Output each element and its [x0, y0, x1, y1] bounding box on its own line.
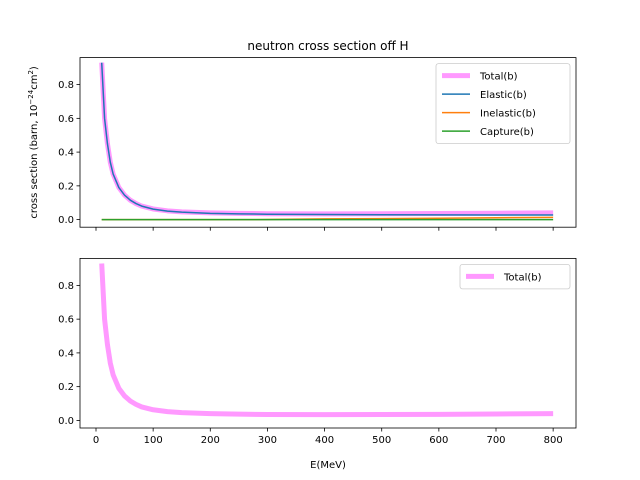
bottom-x-ticks: 0 100 200 300 400 500 600 700 800: [93, 428, 563, 446]
x-tick-label: 600: [429, 435, 448, 446]
y-label-text: cross section (barn, 10: [29, 105, 40, 219]
chart-title: neutron cross section off H: [247, 39, 408, 53]
legend-label: Total(b): [479, 72, 518, 83]
y-tick-label: 0.8: [58, 281, 74, 292]
x-tick-label: 0: [93, 435, 99, 446]
y-tick-label: 0.2: [58, 181, 74, 192]
y-tick-label: 0.8: [58, 80, 74, 91]
top-legend: Total(b) Elastic(b) Inelastic(b) Capture(b): [435, 63, 571, 144]
top-series-group: [99, 62, 554, 221]
series-line-elastic-b: [100, 62, 554, 216]
legend-label: Elastic(b): [480, 90, 527, 101]
x-tick-label: 800: [544, 435, 563, 446]
legend-label: Capture(b): [480, 127, 534, 138]
y-tick-label: 0.0: [58, 416, 74, 427]
y-label-close: ): [29, 66, 40, 70]
series-line-total-b: [99, 263, 554, 418]
bottom-legend: Total(b): [459, 263, 571, 290]
y-tick-label: 0.4: [58, 348, 74, 359]
x-tick-label: 200: [201, 435, 220, 446]
x-tick-label: 700: [486, 435, 505, 446]
y-label-unit: cm: [29, 75, 40, 90]
top-x-ticks: [95, 227, 554, 231]
bottom-chart: 0 100 200 300 400 500 600 700 800 0.00.20.40.60.…: [58, 257, 577, 446]
top-axes-frame: [79, 57, 577, 228]
top-y-axis-label: cross section (barn, 10−24cm2): [27, 66, 40, 219]
x-tick-label: 300: [258, 435, 277, 446]
x-tick-label: 400: [315, 435, 334, 446]
legend-box: [435, 63, 571, 144]
x-tick-label: 100: [144, 435, 163, 446]
top-y-ticks: 0.0 0.2 0.4 0.6 0.8: [58, 80, 80, 226]
x-axis-label: E(MeV): [310, 460, 346, 471]
legend-label: Total(b): [503, 272, 542, 283]
top-chart: 0.0 0.2 0.4 0.6 0.8 Total(b) Elastic(b) Inelas…: [58, 57, 577, 231]
y-label-unit-exponent: 2: [27, 70, 35, 74]
x-tick-label: 500: [372, 435, 391, 446]
legend-label: Inelastic(b): [480, 109, 536, 120]
legend-box: [459, 263, 571, 290]
y-tick-label: 0.0: [58, 215, 74, 226]
bottom-series-group: [99, 263, 554, 418]
bottom-y-ticks: 0.0 0.2 0.4 0.6 0.8: [58, 281, 80, 427]
bottom-axes-frame: [79, 257, 577, 429]
y-tick-label: 0.4: [58, 148, 74, 159]
y-tick-label: 0.6: [58, 114, 74, 125]
y-label-exponent: −24: [27, 89, 35, 104]
y-tick-label: 0.6: [58, 315, 74, 326]
y-tick-label: 0.2: [58, 382, 74, 393]
